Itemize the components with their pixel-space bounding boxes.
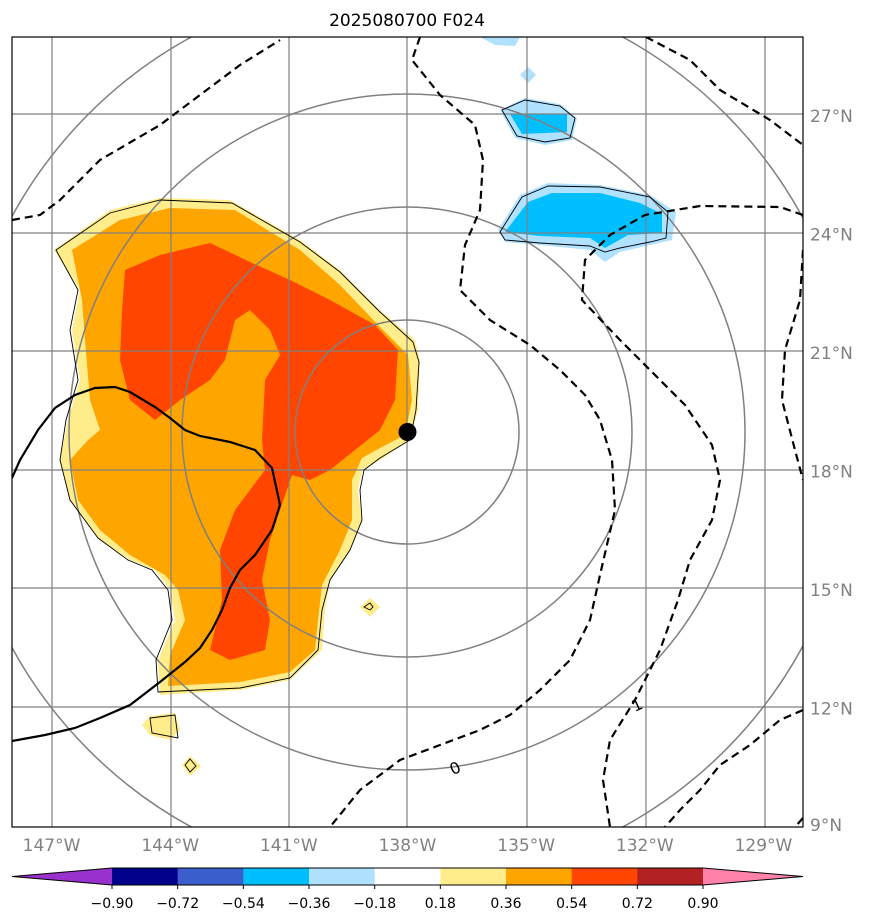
- lat-tick-label: 18°N: [810, 463, 853, 483]
- range-rings: [12, 37, 803, 827]
- colorbar-label: 0.36: [490, 896, 521, 912]
- lon-tick-label: 138°W: [379, 836, 437, 856]
- map-area[interactable]: 0 1: [0, 0, 857, 882]
- colorbar-label: 0.72: [622, 896, 653, 912]
- colorbar-segment: [12, 868, 112, 885]
- lon-tick-label: 132°W: [616, 836, 674, 856]
- colorbar-label: −0.54: [222, 896, 265, 912]
- yellow-fill-island-1: [360, 598, 380, 617]
- lightblue-fill-top: [480, 37, 520, 46]
- dashed-contours: [12, 37, 803, 827]
- lon-tick-label: 141°W: [260, 836, 318, 856]
- lightblue-fill-small: [520, 67, 536, 83]
- lon-tick-label: 135°W: [497, 836, 555, 856]
- positive-anomaly-region: [54, 198, 420, 776]
- colorbar-segment: [243, 868, 310, 885]
- lat-tick-label: 27°N: [810, 107, 853, 127]
- shade-outlines: [55, 99, 669, 773]
- colorbar-label: −0.18: [353, 896, 396, 912]
- longitude-ticks: 147°W 144°W 141°W 138°W 135°W 132°W 129°W: [23, 836, 793, 856]
- lat-tick-label: 12°N: [810, 700, 853, 720]
- lat-tick-label: 24°N: [810, 226, 853, 246]
- colorbar-label: −0.72: [156, 896, 199, 912]
- colorbar-label: 0.54: [556, 896, 587, 912]
- colorbar-segment: [637, 868, 704, 885]
- latitude-ticks: 9°N 12°N 15°N 18°N 21°N 24°N 27°N: [810, 107, 853, 836]
- storm-center-marker[interactable]: [398, 423, 417, 441]
- map-title: 2025080700 F024: [329, 11, 485, 31]
- lon-tick-label: 147°W: [23, 836, 81, 856]
- graticule: [12, 37, 803, 827]
- colorbar-label: −0.36: [288, 896, 331, 912]
- colorbar-segment: [374, 868, 441, 885]
- negative-anomaly-region: [480, 37, 676, 262]
- contour-label-zero: 0: [447, 757, 464, 779]
- colorbar-segment: [571, 868, 638, 885]
- cyan-fill-north: [510, 114, 567, 134]
- colorbar-segment: [703, 868, 803, 885]
- lat-tick-label: 21°N: [810, 344, 853, 364]
- red-fill-west: [120, 243, 398, 660]
- solid-contour-line: [12, 385, 282, 743]
- cyan-fill-east: [505, 193, 662, 248]
- lon-tick-label: 129°W: [735, 836, 793, 856]
- lat-tick-label: 15°N: [810, 581, 853, 601]
- colorbar-segment: [506, 868, 573, 885]
- colorbar-segment: [440, 868, 507, 885]
- colorbar-segment: [112, 868, 179, 885]
- colorbar-segment: [177, 868, 244, 885]
- colorbar-label: 0.18: [425, 896, 456, 912]
- colorbar-segment: [309, 868, 376, 885]
- colorbar: −0.90 −0.72 −0.54 −0.36 −0.18 0.18 0.36 0.54 0.7…: [11, 867, 804, 912]
- colorbar-label: −0.90: [91, 896, 134, 912]
- colorbar-label: 0.90: [687, 896, 718, 912]
- contour-label-one: 1: [628, 694, 645, 716]
- map-frame: [11, 36, 804, 828]
- yellow-fill-island-3: [182, 756, 201, 776]
- lon-tick-label: 144°W: [141, 836, 199, 856]
- lat-tick-label: 9°N: [810, 816, 842, 836]
